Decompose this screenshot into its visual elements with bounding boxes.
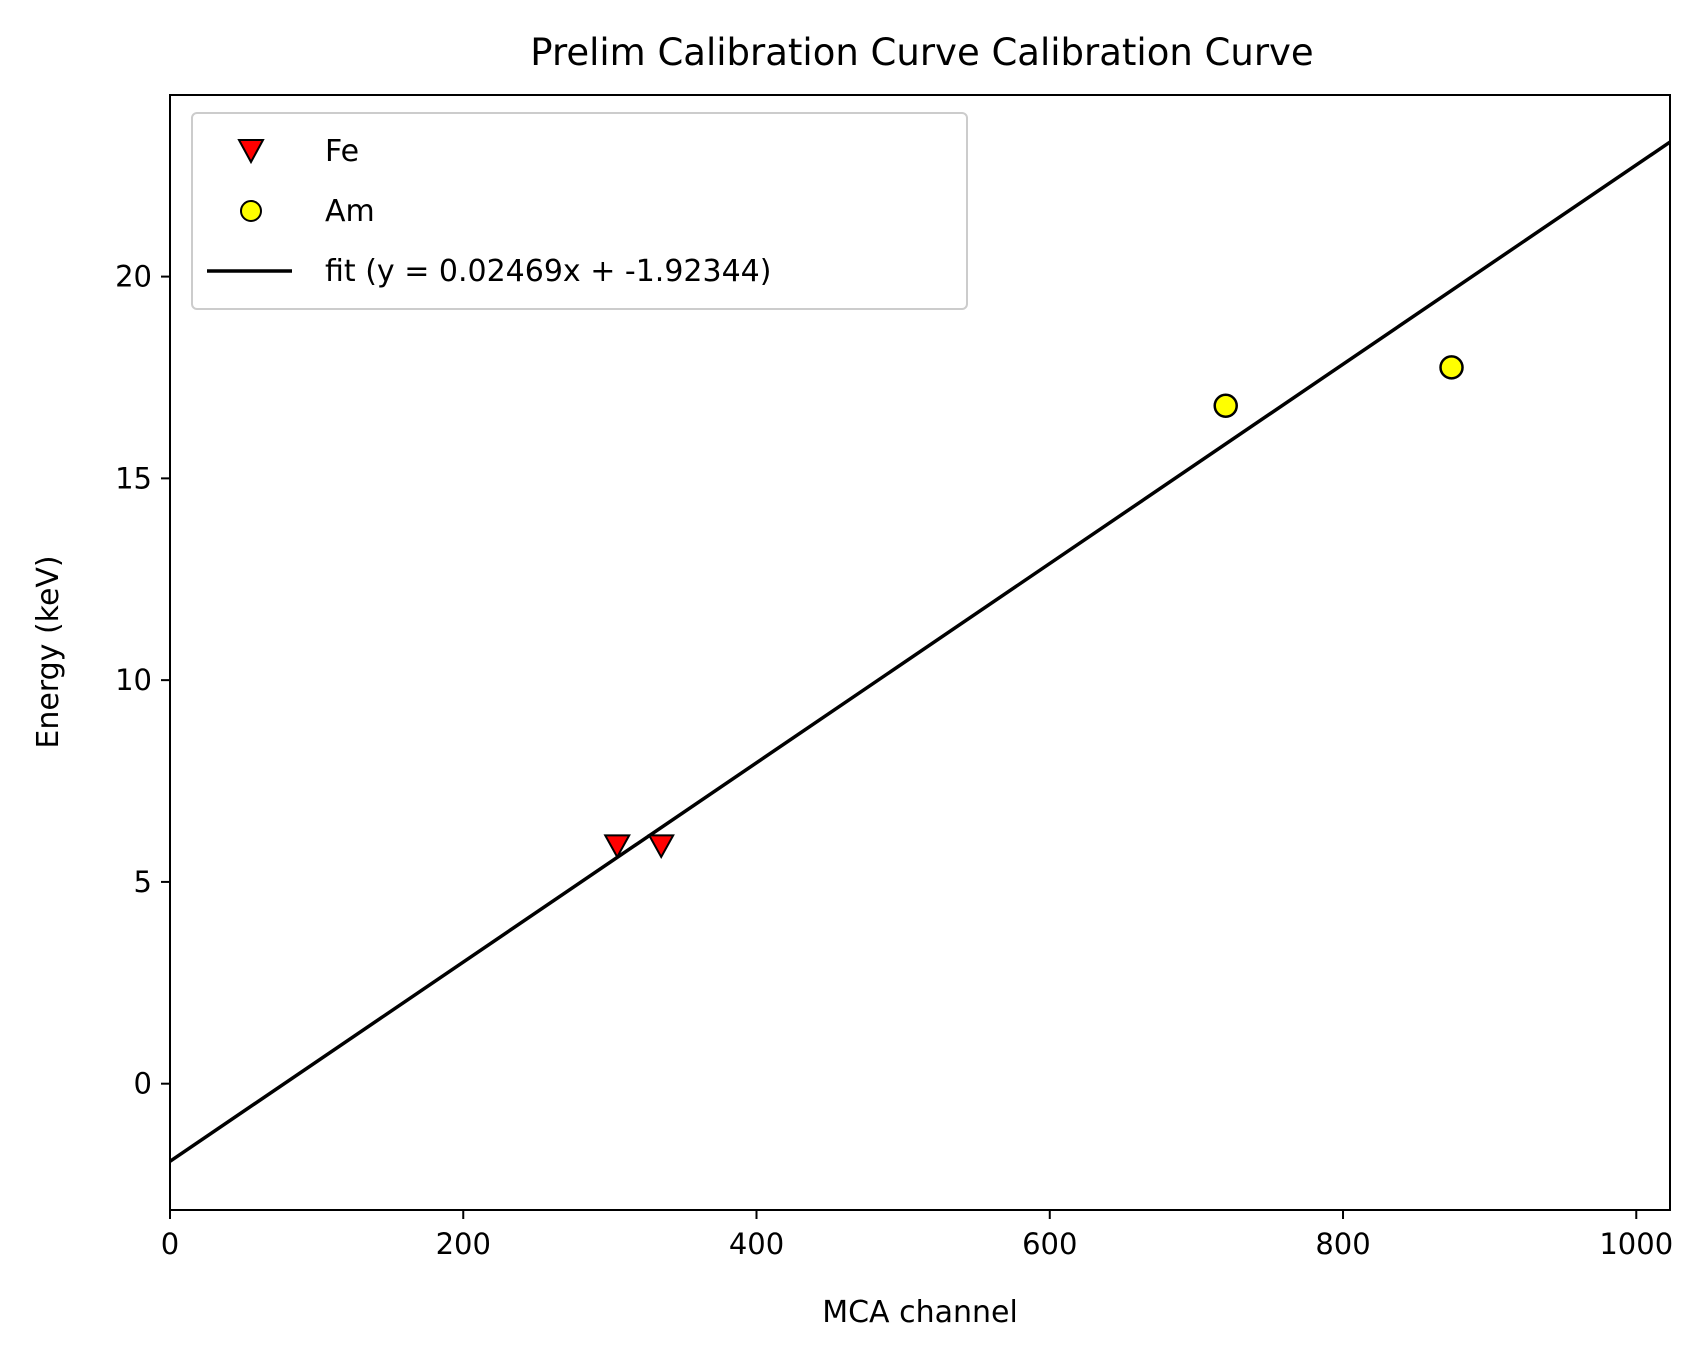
legend-am-marker	[240, 200, 262, 222]
legend: Fe Am fit (y = 0.02469x + -1.92344)	[191, 112, 968, 310]
fit-line	[170, 140, 1670, 1163]
y-tick-label: 20	[115, 260, 152, 294]
x-tick-label: 1000	[1599, 1227, 1673, 1261]
x-tick-label: 0	[161, 1227, 179, 1261]
x-tick-label: 200	[436, 1227, 491, 1261]
x-axis-label: MCA channel	[822, 1295, 1018, 1330]
x-tick-label: 400	[729, 1227, 784, 1261]
legend-am-label: Am	[325, 194, 375, 229]
y-tick-label: 10	[115, 663, 152, 697]
axis-ticks: 0 200 400 600 800 1000 0 5 10 15 20	[115, 260, 1673, 1261]
y-tick-label: 5	[134, 865, 152, 899]
legend-fit-label: fit (y = 0.02469x + -1.92344)	[325, 254, 771, 289]
plot-frame	[169, 94, 1671, 1211]
y-tick-label: 15	[115, 461, 152, 495]
legend-fe-marker	[237, 139, 265, 165]
fe-data-point	[647, 834, 675, 860]
y-tick-label: 0	[134, 1067, 152, 1101]
fe-data-point	[603, 834, 631, 860]
am-data-point	[1213, 393, 1238, 418]
x-tick-label: 800	[1315, 1227, 1370, 1261]
y-axis-label: Energy (keV)	[31, 555, 66, 748]
plot-area	[170, 140, 1670, 1163]
chart-title: Prelim Calibration Curve Calibration Cur…	[530, 31, 1313, 74]
legend-box	[191, 112, 968, 310]
x-tick-label: 600	[1022, 1227, 1077, 1261]
am-data-point	[1439, 355, 1464, 380]
legend-fe-label: Fe	[325, 134, 359, 169]
